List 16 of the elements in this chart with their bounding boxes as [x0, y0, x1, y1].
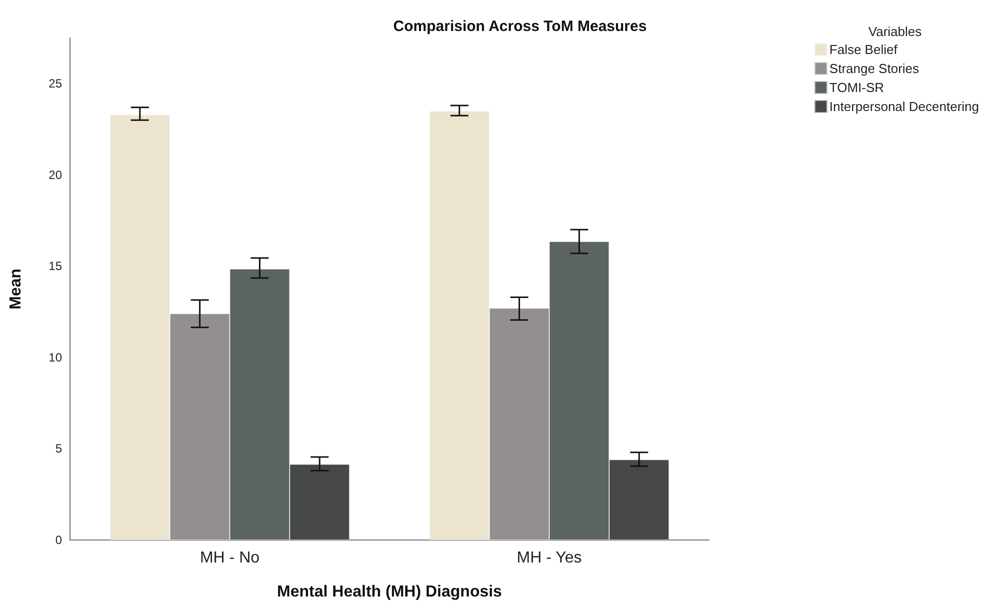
x-tick-label: MH - No — [200, 550, 260, 566]
x-tick-label: MH - Yes — [516, 550, 582, 566]
legend-title: Variables — [868, 24, 922, 39]
legend-label: Strange Stories — [829, 61, 920, 76]
y-tick-label: 15 — [48, 259, 62, 274]
chart-title: Comparision Across ToM Measures — [393, 18, 647, 35]
legend-label: TOMI-SR — [829, 80, 884, 95]
y-tick-label: 5 — [55, 442, 62, 456]
y-tick-label: 0 — [55, 533, 62, 547]
y-tick-label: 20 — [48, 168, 62, 182]
x-axis-title: Mental Health (MH) Diagnosis — [277, 584, 502, 600]
y-tick-label: 25 — [48, 76, 62, 91]
y-tick-label: 10 — [48, 350, 62, 364]
legend-label: False Belief — [829, 42, 898, 57]
y-axis-title: Mean — [8, 268, 24, 310]
legend-label: Interpersonal Decentering — [829, 99, 980, 114]
